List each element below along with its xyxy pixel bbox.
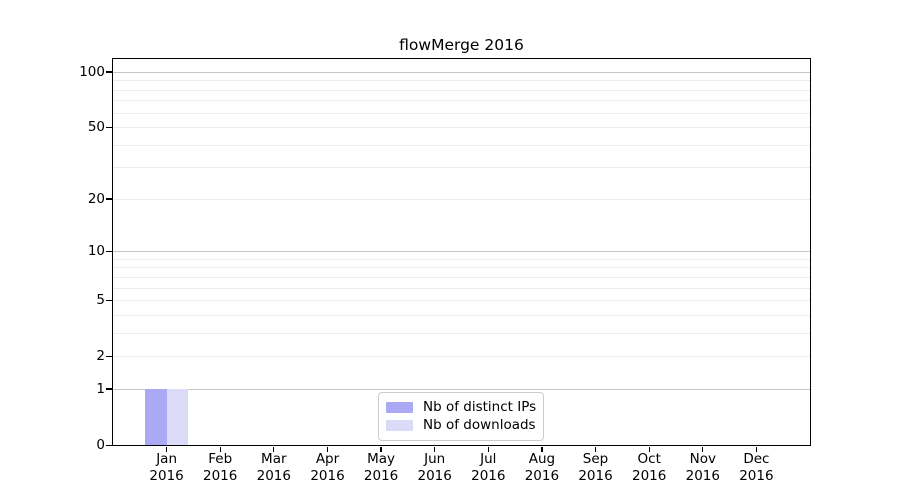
x-tick-mark [380,446,382,452]
y-tick-label: 5 [96,292,105,309]
plot-area [112,58,811,446]
minor-gridline [113,267,810,269]
minor-gridline [113,356,810,358]
minor-gridline [113,314,810,316]
y-tick-mark [106,126,112,128]
x-tick-month: Aug [528,451,556,467]
y-tick-mark [106,388,112,390]
y-tick-label: 10 [87,243,105,260]
x-tick-month: Mar [261,451,287,467]
x-tick-label: Jan 2016 [135,451,199,485]
x-tick-label: Apr 2016 [296,451,360,485]
minor-gridline [113,167,810,169]
x-tick-month: Feb [208,451,233,467]
x-tick-mark [326,446,329,452]
y-tick-label: 100 [79,63,105,80]
major-gridline [113,251,810,253]
x-tick-month: Sep [582,451,609,467]
x-tick-month: Oct [637,451,661,467]
x-tick-mark [648,446,650,452]
x-tick-label: Nov 2016 [671,451,735,485]
x-tick-label: Feb 2016 [188,451,252,485]
x-tick-year: 2016 [578,468,613,484]
x-tick-label: Dec 2016 [724,451,788,485]
y-tick-mark [106,299,112,301]
y-tick-mark [106,198,112,200]
chart-title: flowMerge 2016 [399,36,524,54]
x-tick-year: 2016 [524,468,560,484]
legend-item: Nb of downloads [386,416,536,434]
x-tick-month: May [367,451,396,467]
x-tick-mark [594,446,597,452]
minor-gridline [113,127,810,129]
minor-gridline [113,80,810,82]
x-tick-label: Jun 2016 [403,451,467,485]
minor-gridline [113,300,810,302]
minor-gridline [113,258,810,260]
minor-gridline [113,276,810,278]
x-tick-mark [755,446,758,452]
x-tick-year: 2016 [310,468,345,484]
x-tick-year: 2016 [256,468,291,484]
y-tick-mark [106,71,112,73]
y-tick-label: 2 [96,348,105,365]
x-tick-mark [702,446,704,452]
y-tick-label: 50 [87,119,105,136]
x-tick-mark [165,446,168,452]
x-tick-label: May 2016 [349,451,413,485]
x-tick-label: Sep 2016 [564,451,628,485]
x-tick-year: 2016 [203,468,238,484]
x-tick-label: Aug 2016 [510,451,574,485]
legend-swatch [386,401,413,413]
x-tick-month: Dec [743,451,770,467]
minor-gridline [113,112,810,114]
y-tick-label: 1 [96,380,105,397]
y-tick-label: 20 [87,190,105,207]
legend: Nb of distinct IPs Nb of downloads [378,392,544,441]
bar-nb-of-distinct-ips [145,388,167,445]
minor-gridline [113,144,810,146]
x-tick-year: 2016 [685,468,720,484]
minor-gridline [113,287,810,289]
minor-gridline [113,332,810,334]
x-tick-mark [219,446,221,452]
x-tick-year: 2016 [149,468,184,484]
x-tick-year: 2016 [417,468,452,484]
legend-item: Nb of distinct IPs [386,398,536,416]
major-gridline [113,388,810,390]
major-gridline [113,71,810,73]
x-tick-mark [487,446,489,452]
x-tick-year: 2016 [471,468,506,484]
x-tick-mark [273,446,275,452]
legend-label: Nb of distinct IPs [423,399,537,415]
x-tick-year: 2016 [632,468,667,484]
x-tick-month: Apr [315,451,340,467]
x-tick-year: 2016 [363,468,399,484]
x-tick-year: 2016 [739,468,774,484]
bar-nb-of-downloads [166,388,189,445]
minor-gridline [113,198,810,200]
y-tick-mark [106,444,112,446]
legend-label: Nb of downloads [423,417,536,433]
y-tick-mark [106,250,112,252]
x-tick-month: Jan [156,451,177,467]
x-tick-month: Nov [689,451,716,467]
x-tick-month: Jun [424,451,446,467]
legend-swatch [386,419,413,431]
x-tick-mark [541,446,543,452]
y-tick-label: 0 [96,437,105,453]
minor-gridline [113,89,810,91]
x-tick-label: Jul 2016 [456,451,520,485]
x-tick-month: Jul [480,451,497,467]
x-tick-mark [434,446,436,452]
y-tick-mark [106,355,112,358]
minor-gridline [113,100,810,102]
x-tick-label: Mar 2016 [242,451,306,485]
x-tick-label: Oct 2016 [617,451,681,485]
